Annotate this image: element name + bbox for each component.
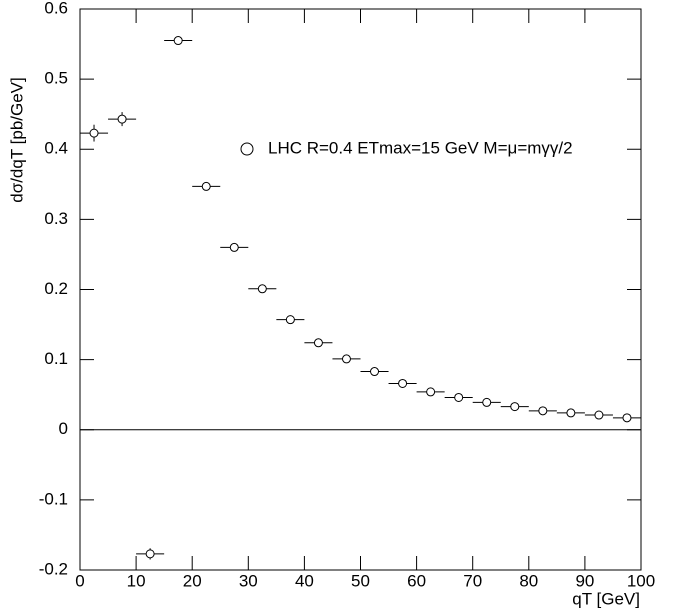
marker	[566, 408, 576, 418]
legend-label: LHC R=0.4 ETmax=15 GeV M=μ=mγγ/2	[268, 138, 573, 157]
marker	[229, 242, 239, 252]
marker	[538, 406, 548, 416]
x-tick-label: 50	[351, 571, 370, 590]
marker	[285, 315, 295, 325]
x-tick-label: 70	[463, 571, 482, 590]
marker	[398, 378, 408, 388]
x-tick-label: 100	[627, 571, 655, 590]
legend-marker	[240, 142, 254, 156]
marker	[201, 181, 211, 191]
y-tick-label: 0.4	[44, 139, 68, 158]
y-tick-label: 0.1	[44, 349, 68, 368]
marker	[173, 36, 183, 46]
x-tick-label: 90	[575, 571, 594, 590]
marker	[426, 387, 436, 397]
marker	[594, 410, 604, 420]
x-tick-label: 20	[183, 571, 202, 590]
y-tick-label: 0.5	[44, 69, 68, 88]
y-axis-label: dσ/dqT [pb/GeV]	[7, 77, 26, 202]
y-tick-label: -0.2	[39, 559, 68, 578]
marker	[622, 413, 632, 423]
x-tick-label: 40	[295, 571, 314, 590]
plot-frame	[79, 8, 642, 571]
marker	[117, 114, 127, 124]
marker	[257, 284, 267, 294]
marker	[341, 354, 351, 364]
x-tick-label: 10	[127, 571, 146, 590]
x-tick-label: 60	[407, 571, 426, 590]
marker	[89, 128, 99, 138]
marker	[482, 397, 492, 407]
marker	[454, 392, 464, 402]
y-tick-label: 0	[59, 419, 68, 438]
y-tick-label: 0.3	[44, 209, 68, 228]
x-tick-label: 0	[75, 571, 84, 590]
marker	[145, 549, 155, 559]
marker	[313, 338, 323, 348]
y-tick-label: 0.6	[44, 0, 68, 17]
y-tick-label: -0.1	[39, 489, 68, 508]
y-tick-label: 0.2	[44, 279, 68, 298]
x-axis-label: qT [GeV]	[572, 589, 640, 608]
marker	[370, 367, 380, 377]
marker	[510, 402, 520, 412]
x-tick-label: 30	[239, 571, 258, 590]
x-tick-label: 80	[519, 571, 538, 590]
